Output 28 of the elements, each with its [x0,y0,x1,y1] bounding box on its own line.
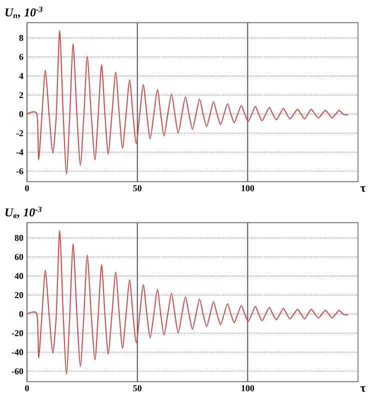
y-tick-label: 0 [19,311,24,318]
x-tick-label: 100 [242,385,254,392]
y-axis-title: U$_{п}$, 10$^{-3}$ [5,6,42,18]
y-tick-label: 8 [19,34,24,41]
y-tick-label: -4 [16,149,24,156]
x-tick-label: 0 [25,185,29,192]
x-axis-title: τ [360,386,366,392]
y-tick-label: 40 [14,272,24,280]
y-tick-label: -6 [16,168,24,174]
y-tick-label: 6 [19,54,24,60]
line-series [27,30,349,175]
y-tick-label: -40 [12,349,24,356]
y-tick-label: 20 [14,292,24,298]
x-tick-label: 100 [242,185,254,192]
y-tick-label: -2 [16,130,24,136]
y-tick-label: 4 [19,73,24,79]
y-tick-label: 2 [19,92,24,98]
y-tick-label: 60 [14,254,24,260]
x-tick-label: 50 [133,385,142,392]
y-axis-title: U$_{в}$, 10$^{-3}$ [5,206,42,218]
y-tick-label: -20 [12,330,24,336]
x-tick-label: 0 [25,385,29,392]
y-tick-label: 0 [19,111,24,118]
x-axis-title: τ [360,186,366,192]
x-tick-label: 50 [133,185,142,192]
line-series [27,230,349,375]
y-tick-label: -60 [12,368,24,374]
y-tick-label: 80 [14,234,24,241]
